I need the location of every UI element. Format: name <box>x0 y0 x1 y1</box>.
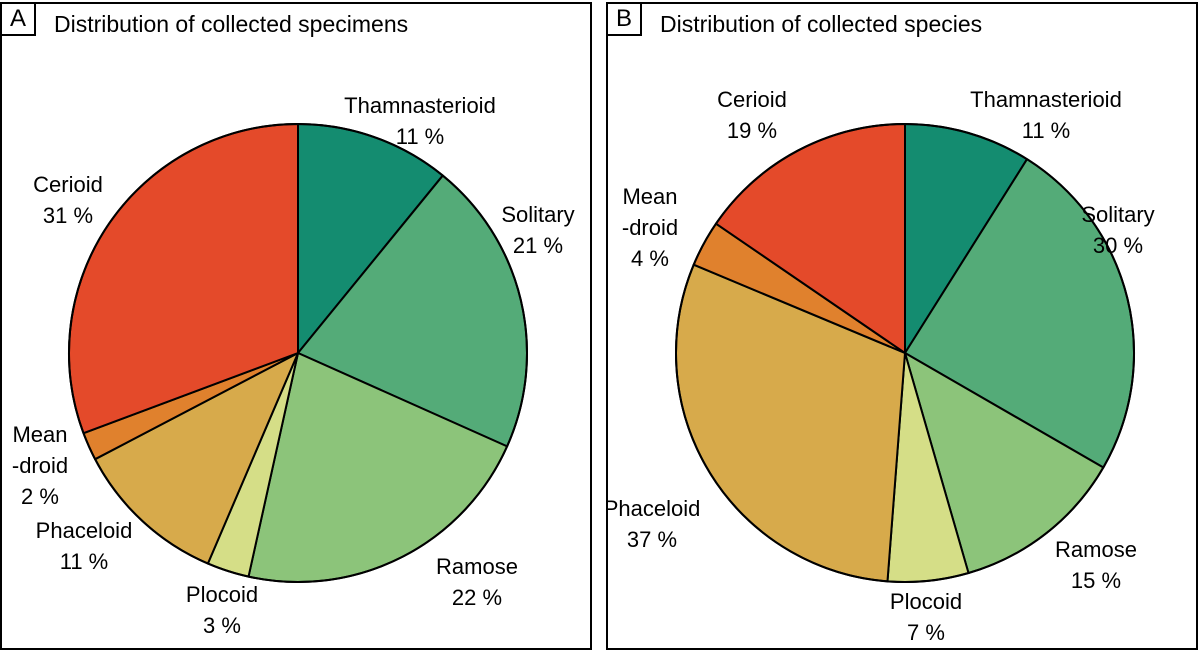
chart-panel-a: A Distribution of collected specimens Th… <box>0 2 592 650</box>
slice-label-phaceloid: Phaceloid 37 % <box>608 496 700 552</box>
chart-title-b: Distribution of collected species <box>660 11 983 37</box>
slice-label-solitary: Solitary 21 % <box>501 202 574 258</box>
pie-outline <box>675 123 1135 583</box>
chart-panel-b: B Distribution of collected species Tham… <box>606 2 1198 650</box>
slice-label-cerioid: Cerioid 19 % <box>717 87 787 143</box>
slice-label-mean-droid: Mean -droid 2 % <box>12 422 68 509</box>
chart-title-a: Distribution of collected specimens <box>54 11 409 37</box>
pie-chart-specimens: Thamnasterioid 11 %Solitary 21 % Ramose 22 %… <box>12 93 575 638</box>
slice-label-thamnasterioid: Thamnasterioid 11 % <box>344 93 496 149</box>
panel-label-b: B <box>608 4 642 36</box>
slice-label-mean-droid: Mean -droid 4 % <box>622 184 678 271</box>
slice-label-thamnasterioid: Thamnasterioid 11 % <box>970 87 1122 143</box>
slice-label-plocoid: Plocoid 7 % <box>890 589 962 645</box>
slice-label-solitary: Solitary 30 % <box>1081 202 1154 258</box>
slice-label-phaceloid: Phaceloid 11 % <box>36 518 133 574</box>
panel-label-a: A <box>2 4 36 36</box>
slice-label-ramose: Ramose 15 % <box>1055 537 1137 593</box>
slice-label-plocoid: Plocoid 3 % <box>186 582 258 638</box>
pie-chart-species: Thamnasterioid 11 % Solitary 30 % Ramose 15 %… <box>608 87 1155 645</box>
slice-label-ramose: Ramose 22 % <box>436 554 518 610</box>
slice-label-cerioid: Cerioid 31 % <box>33 172 103 228</box>
pie-outline <box>68 123 528 583</box>
